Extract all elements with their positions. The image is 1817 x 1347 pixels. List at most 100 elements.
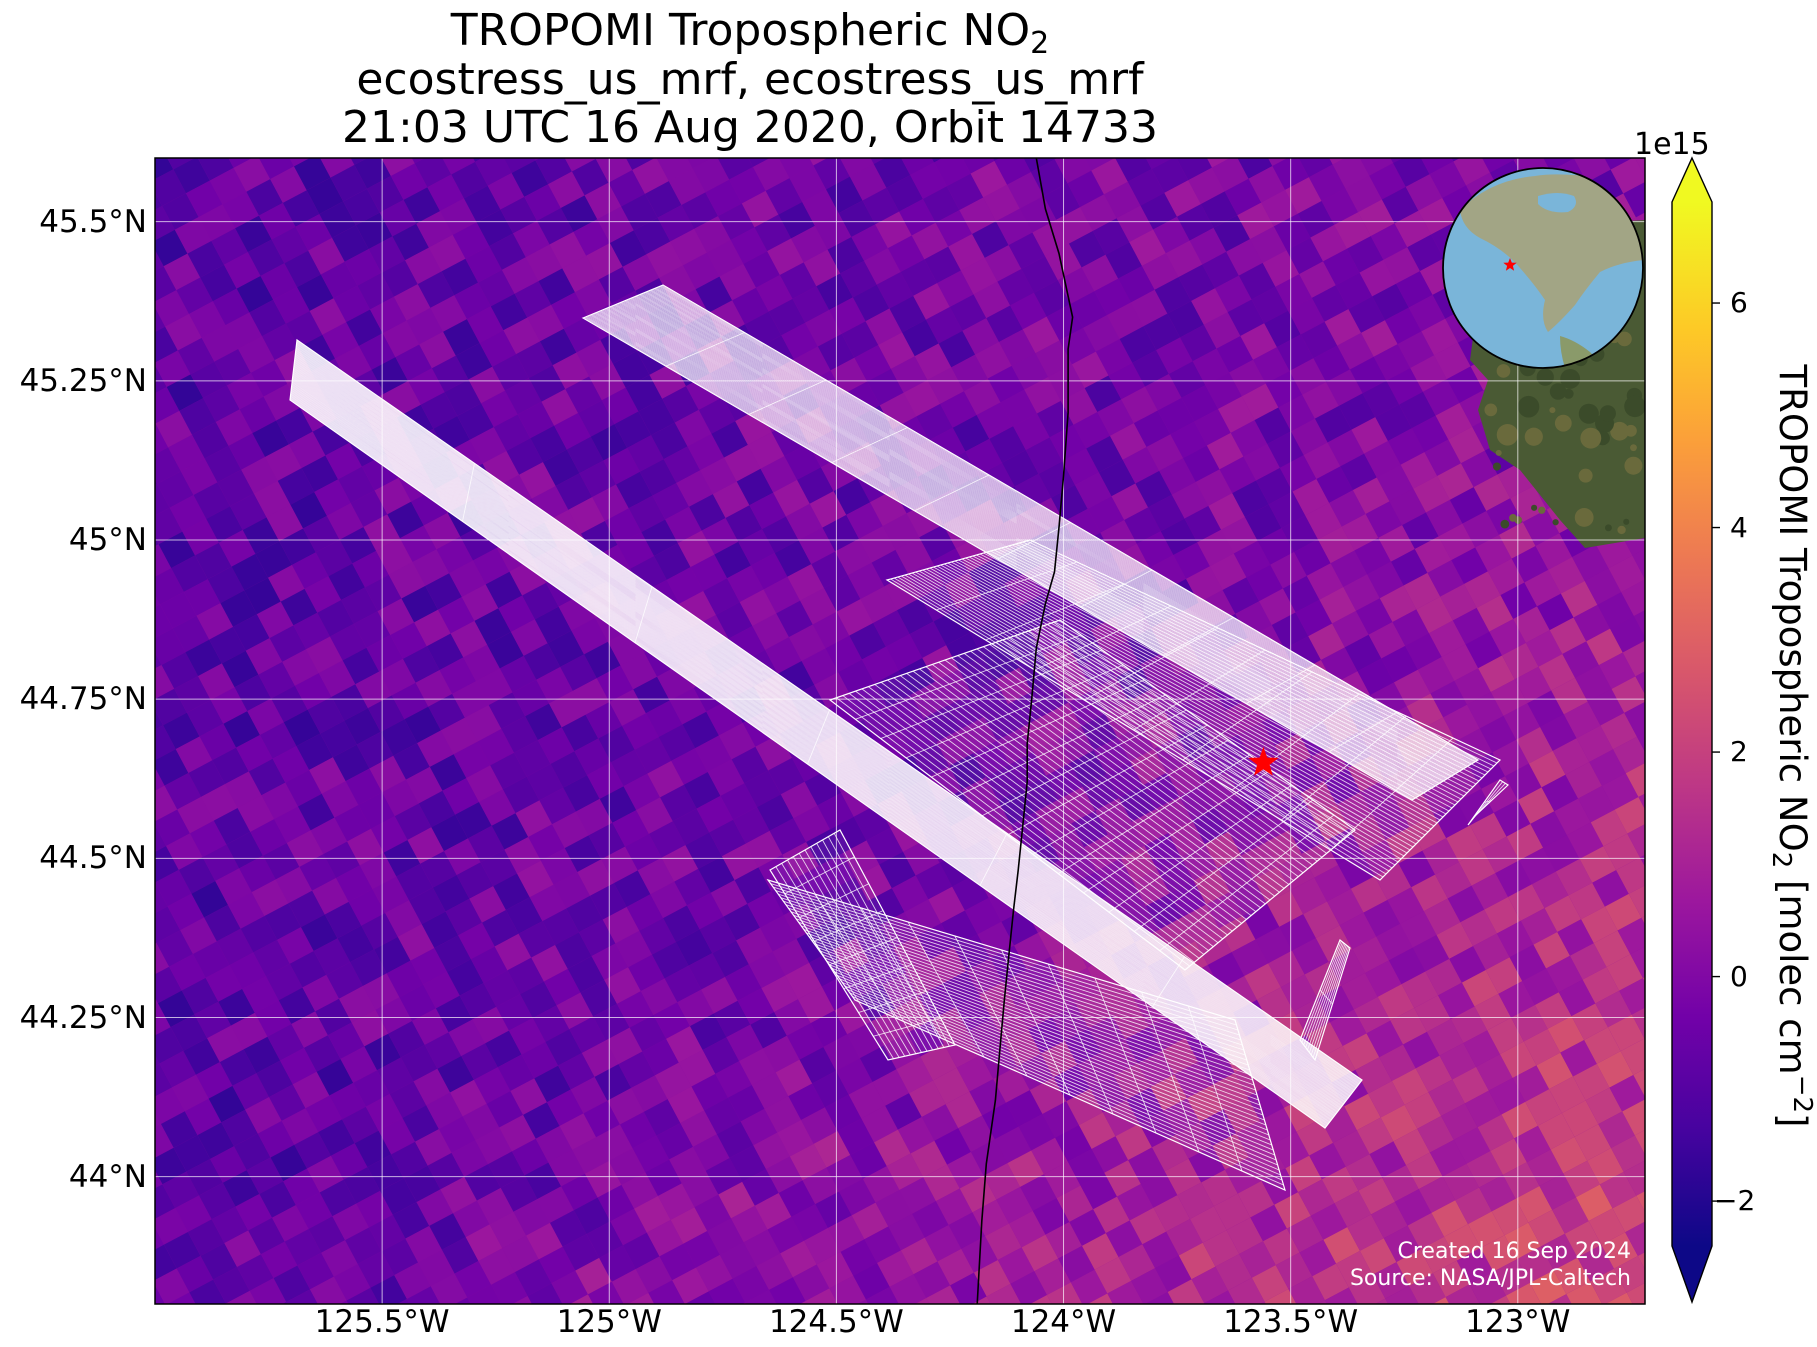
no2-pixel (695, 276, 733, 314)
no2-pixel (290, 492, 327, 529)
no2-pixel (543, 968, 581, 1006)
no2-pixel (169, 954, 206, 991)
no2-pixel (976, 402, 1014, 439)
no2-pixel (1105, 242, 1143, 279)
no2-pixel (784, 443, 821, 480)
no2-pixel (407, 827, 445, 864)
no2-pixel (297, 793, 335, 831)
no2-pixel (1336, 1250, 1373, 1288)
no2-pixel (315, 539, 353, 577)
swath-gridline (1319, 989, 1333, 1005)
swath-gridline (748, 379, 827, 415)
no2-pixel (283, 709, 321, 747)
no2-pixel (236, 275, 274, 313)
no2-pixel (1471, 873, 1509, 910)
no2-pixel (463, 644, 500, 682)
no2-pixel (685, 832, 722, 869)
no2-pixel (1277, 853, 1315, 891)
no2-pixel (682, 711, 719, 749)
no2-pixel (1539, 1173, 1576, 1210)
no2-pixel (1342, 1033, 1380, 1070)
no2-pixel (791, 225, 828, 263)
no2-pixel (1244, 963, 1281, 1000)
no2-pixel (1407, 234, 1444, 272)
no2-pixel (1585, 1087, 1623, 1125)
no2-pixel (672, 808, 710, 846)
no2-pixel (213, 1266, 250, 1304)
no2-pixel (1372, 283, 1409, 321)
no2-pixel (997, 1247, 1035, 1284)
no2-pixel (1223, 118, 1260, 155)
no2-pixel (1126, 109, 1163, 146)
no2-pixel (1285, 1155, 1322, 1193)
no2-pixel (1410, 355, 1447, 392)
land-texture (1623, 518, 1630, 525)
no2-pixel (761, 975, 799, 1012)
no2-pixel (537, 727, 575, 764)
colorbar-tick-marks (1712, 302, 1720, 1202)
no2-pixel (1467, 1211, 1505, 1248)
no2-pixel (564, 158, 596, 172)
no2-pixel (499, 655, 537, 693)
no2-pixel (403, 1165, 441, 1203)
no2-pixel (476, 1187, 514, 1225)
inset-globe (1442, 167, 1644, 369)
no2-pixel (1579, 846, 1617, 883)
no2-pixel (1573, 604, 1611, 642)
no2-pixel (195, 542, 232, 580)
no2-pixel (1034, 1258, 1071, 1296)
no2-pixel (347, 828, 384, 866)
no2-pixel (909, 621, 947, 658)
no2-pixel (259, 722, 297, 759)
no2-pixel (867, 368, 904, 406)
no2-pixel (1397, 790, 1434, 827)
no2-pixel (534, 158, 540, 161)
no2-pixel (496, 994, 533, 1031)
no2-pixel (375, 997, 413, 1034)
no2-pixel (1454, 668, 1491, 705)
no2-pixel (541, 389, 578, 426)
no2-pixel (973, 281, 1011, 319)
no2-pixel (1273, 213, 1311, 251)
no2-pixel (523, 643, 561, 680)
no2-pixel (1401, 971, 1439, 1009)
no2-pixel (854, 345, 891, 382)
no2-pixel (367, 695, 405, 732)
no2-pixel (594, 1064, 632, 1101)
no2-pixel (1314, 405, 1352, 443)
no2-pixel (845, 961, 883, 998)
no2-pixel (1422, 838, 1459, 875)
no2-pixel (862, 187, 900, 225)
no2-pixel (704, 119, 741, 156)
no2-pixel (167, 893, 205, 931)
no2-pixel (760, 456, 798, 493)
no2-pixel (490, 752, 527, 790)
no2-pixel (1300, 321, 1338, 359)
no2-pixel (646, 1219, 684, 1257)
no2-pixel (1095, 338, 1133, 376)
no2-pixel (208, 1085, 246, 1123)
no2-pixel (994, 158, 1031, 185)
no2-pixel (1528, 750, 1566, 788)
no2-pixel (1522, 509, 1560, 546)
no2-pixel (1216, 335, 1254, 373)
no2-pixel (864, 1226, 901, 1264)
no2-pixel (688, 953, 725, 990)
no2-pixel (1461, 969, 1499, 1007)
no2-pixel (793, 805, 830, 843)
no2-pixel (714, 541, 751, 579)
no2-pixel (344, 708, 381, 745)
no2-pixel (847, 562, 885, 600)
no2-pixel (512, 679, 550, 717)
no2-pixel (333, 285, 371, 323)
no2-pixel (1124, 507, 1161, 544)
no2-pixel (493, 414, 531, 451)
no2-pixel (577, 859, 614, 896)
no2-pixel (1206, 158, 1231, 168)
no2-pixel (441, 717, 478, 755)
no2-pixel (902, 319, 939, 357)
no2-pixel (817, 792, 854, 830)
no2-pixel (705, 179, 742, 217)
no2-pixel (289, 951, 327, 988)
no2-pixel (470, 946, 508, 984)
